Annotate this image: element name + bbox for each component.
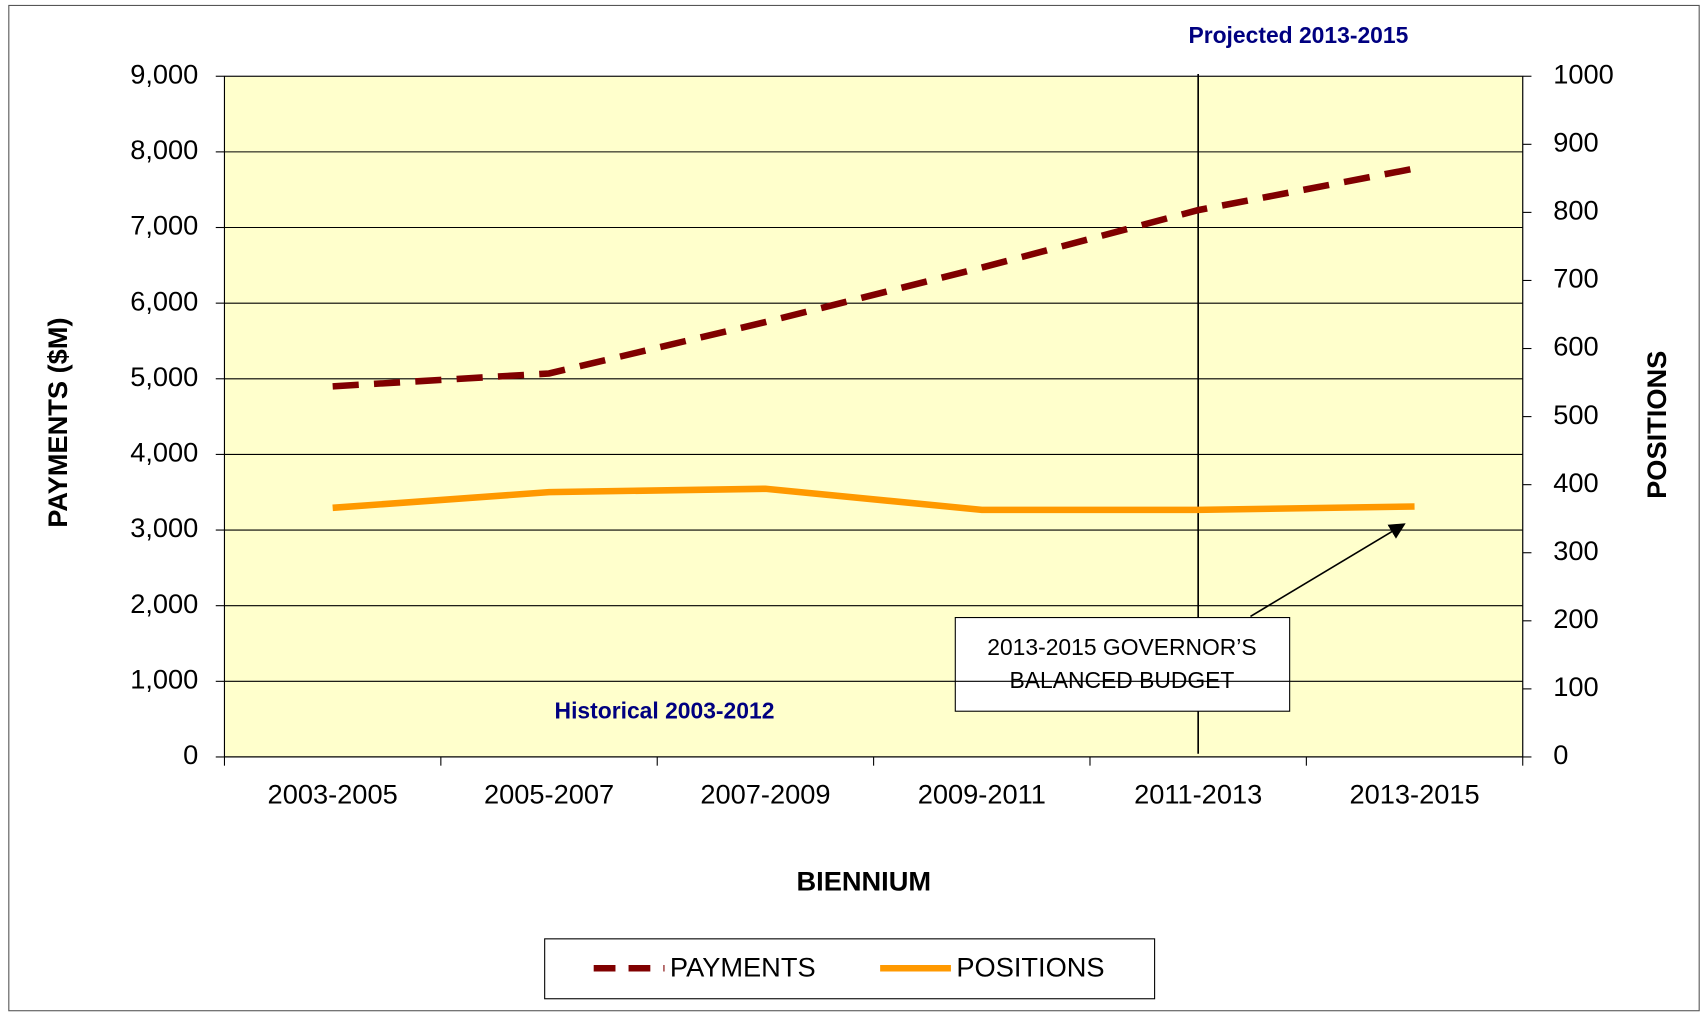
y-tick-label: 1,000 [130, 664, 198, 695]
y-tick-label: 7,000 [130, 210, 198, 241]
legend-label: POSITIONS [956, 952, 1104, 983]
y-axis-title: PAYMENTS ($M) [42, 317, 73, 527]
y-tick-label: 8,000 [130, 134, 198, 165]
series-line [332, 165, 1416, 390]
y-tick-label: 2,000 [130, 588, 198, 619]
x-tick-label: 2009-2011 [918, 778, 1046, 809]
y2-axis-title: POSITIONS [1641, 351, 1672, 499]
y-tick-label: 3,000 [130, 512, 198, 543]
x-tick-label: 2013-2015 [1349, 778, 1479, 809]
y2-tick-label: 400 [1553, 467, 1598, 498]
plot-area [223, 75, 1524, 758]
y2-tick-label: 700 [1553, 263, 1598, 294]
y2-tick-label: 0 [1553, 739, 1568, 770]
series-line [332, 485, 1415, 514]
y2-tick-label: 300 [1553, 535, 1598, 566]
x-axis-title: BIENNIUM [797, 865, 932, 896]
y2-tick-label: 200 [1553, 603, 1598, 634]
y-tick-label: 9,000 [130, 58, 198, 89]
historical-label: Historical 2003-2012 [555, 697, 775, 723]
callout-arrow [1250, 523, 1406, 618]
y2-tick-label: 1000 [1553, 58, 1614, 89]
callout-box [954, 617, 1291, 712]
x-tick-label: 2003-2005 [268, 778, 398, 809]
y2-tick-label: 900 [1553, 127, 1598, 158]
y2-tick-label: 600 [1553, 331, 1598, 362]
y2-tick-label: 500 [1553, 399, 1598, 430]
y-tick-label: 5,000 [130, 361, 198, 392]
callout-text: 2013-2015 GOVERNOR’S [987, 634, 1256, 660]
y-tick-label: 6,000 [130, 285, 198, 316]
x-tick-label: 2007-2009 [700, 778, 830, 809]
projected-label: Projected 2013-2015 [1188, 22, 1408, 48]
callout-text: BALANCED BUDGET [1010, 667, 1235, 693]
y-tick-label: 4,000 [130, 437, 198, 468]
x-tick-label: 2005-2007 [484, 778, 614, 809]
legend-label: PAYMENTS [670, 952, 816, 983]
x-tick-label: 2011-2013 [1134, 778, 1262, 809]
y2-tick-label: 100 [1553, 671, 1598, 702]
y2-tick-label: 800 [1553, 195, 1598, 226]
y-tick-label: 0 [183, 739, 198, 770]
